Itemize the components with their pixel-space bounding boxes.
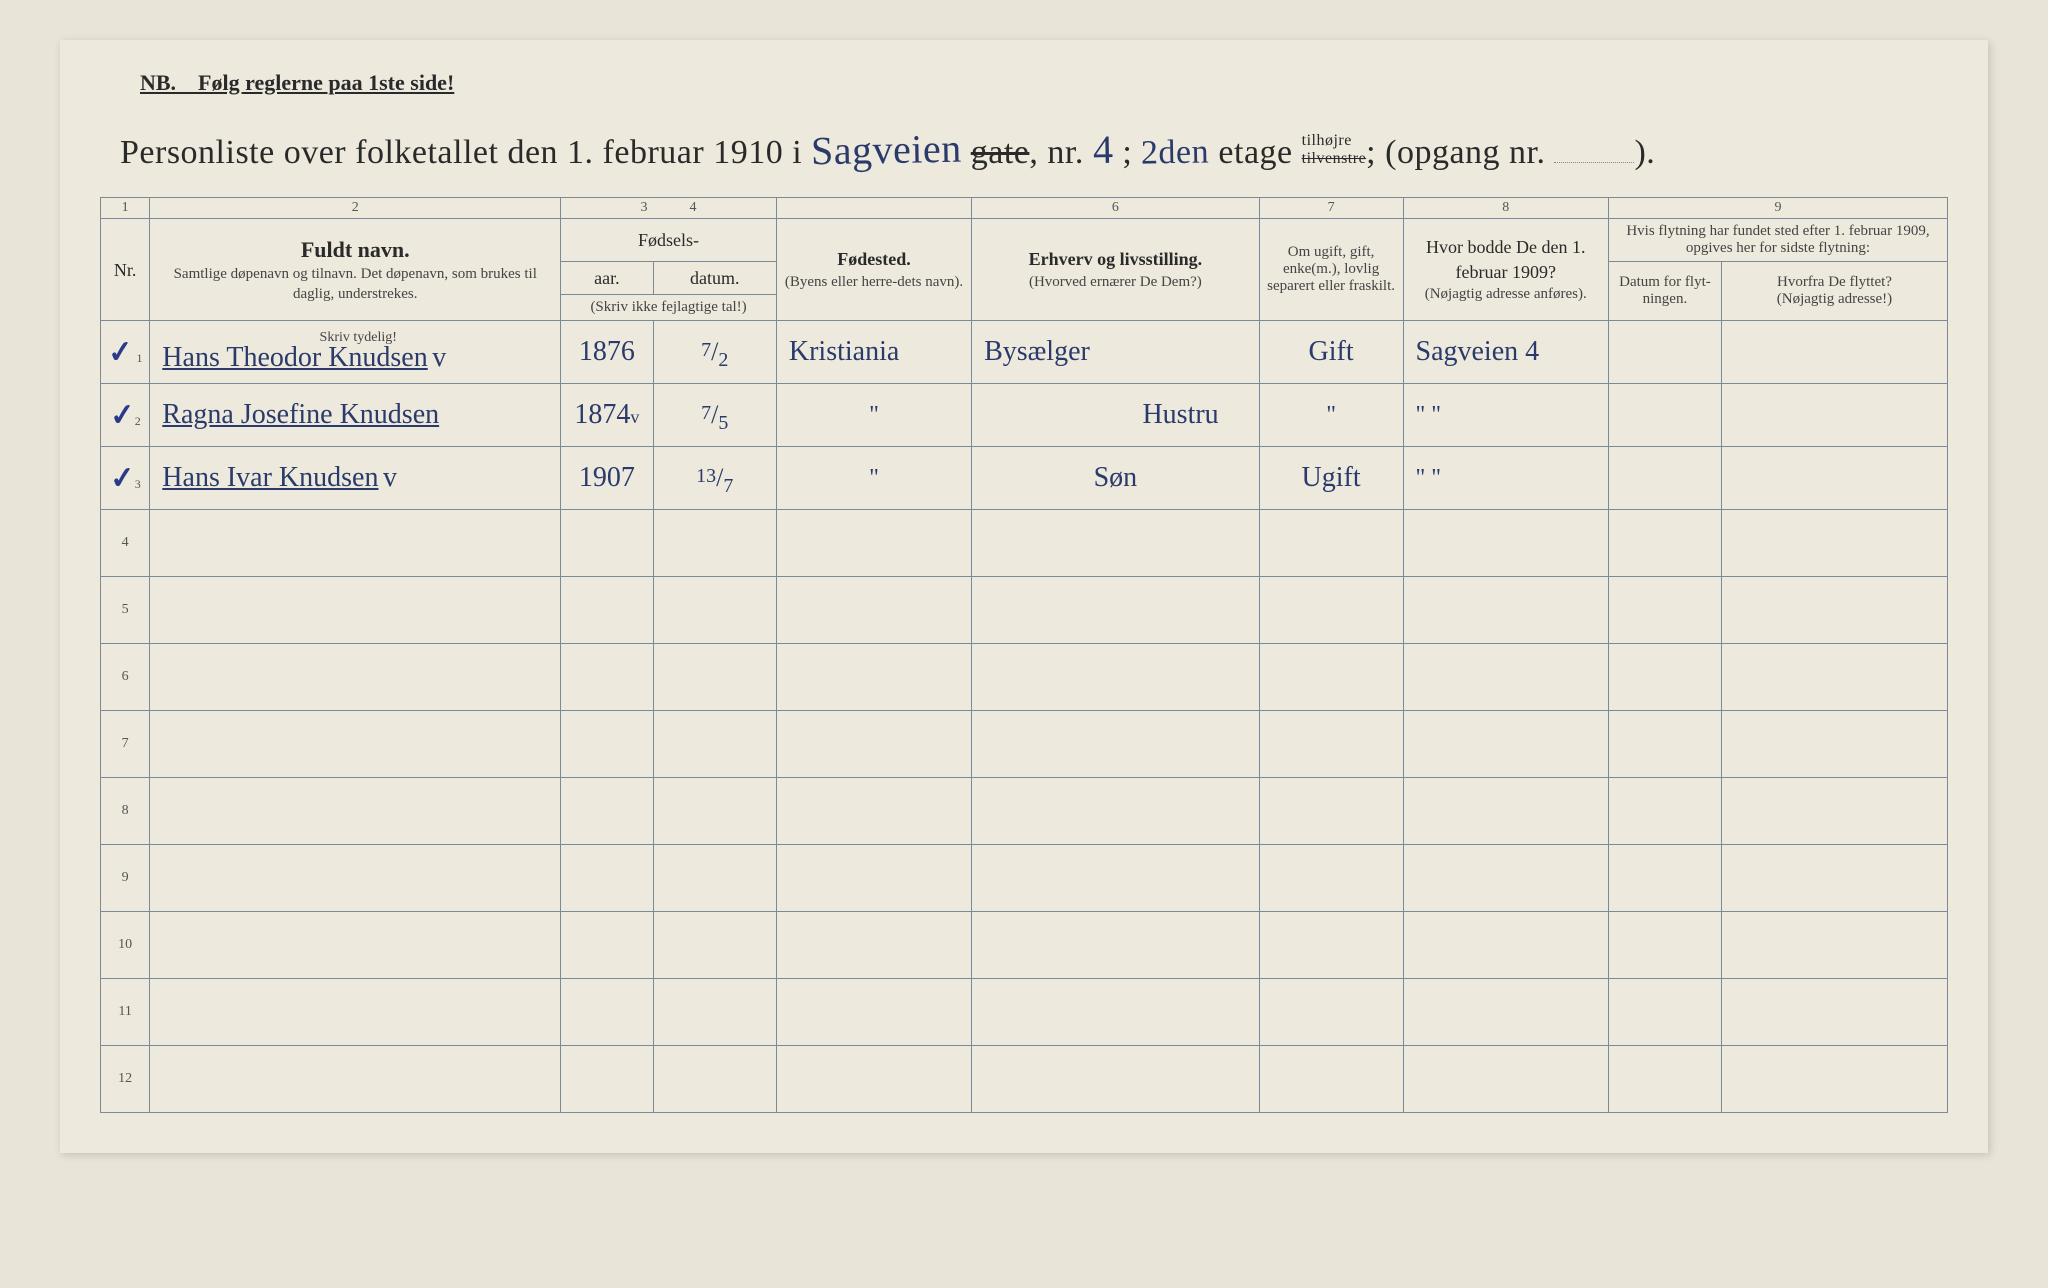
cell-year: 1876 [561,321,653,384]
colnum-row: 1 2 3 4 6 7 8 9 [101,198,1948,219]
colnum-8: 8 [1403,198,1608,219]
empty-row: 5 [101,577,1948,644]
nr-label: , nr. [1029,134,1083,171]
colnum-34: 3 4 [561,198,777,219]
hdr-date: datum. [653,262,776,295]
hdr-year-sub: (Skriv ikke fejlagtige tal!) [561,295,777,321]
colnum-2: 2 [150,198,561,219]
empty-row: 11 [101,979,1948,1046]
cell-birthplace: Kristiania [776,321,971,384]
semicolon: ; [1122,134,1132,171]
opgang-label: ; (opgang nr. [1366,134,1545,171]
hdr-nr: Nr. [101,219,150,321]
side-option: tilhøjre tilvenstre [1302,132,1367,167]
hdr-fodsels: Fødsels- [561,219,777,262]
empty-row: 6 [101,644,1948,711]
census-form-page: NB. Følg reglerne paa 1ste side! Personl… [60,40,1988,1153]
colnum-5 [776,198,971,219]
empty-row: 10 [101,912,1948,979]
empty-row: 12 [101,1046,1948,1113]
hdr-marital: Om ugift, gift, enke(m.), lovlig separer… [1259,219,1403,321]
cell-movedate [1608,321,1721,384]
empty-row: 4 [101,510,1948,577]
census-table: 1 2 3 4 6 7 8 9 Nr. Fuldt navn. Samtlige… [100,197,1948,1113]
hdr-move-top: Hvis flytning har fundet sted efter 1. f… [1608,219,1947,262]
title-line: Personliste over folketallet den 1. febr… [120,126,1948,173]
data-row-3: ✓3 Hans Ivar Knudsen v 1907 13/7 " Søn U… [101,447,1948,510]
colnum-6: 6 [972,198,1260,219]
title-prefix: Personliste over folketallet den 1. febr… [120,134,802,171]
empty-row: 7 [101,711,1948,778]
option-tilhojre: tilhøjre [1302,132,1352,149]
cell-date: 7/2 [653,321,776,384]
etage-label: etage [1218,134,1292,171]
empty-row: 8 [101,778,1948,845]
data-row-2: ✓2 Ragna Josefine Knudsen 1874v 7/5 " Hu… [101,384,1948,447]
cell-occupation: Bysælger [972,321,1260,384]
colnum-1: 1 [101,198,150,219]
hdr-move-date: Datum for flyt-ningen. [1608,262,1721,321]
cell-name: Skriv tydelig! Hans Theodor Knudsen v [150,321,561,384]
nb-heading: NB. Følg reglerne paa 1ste side! [140,70,1948,96]
hdr-addr1909: Hvor bodde De den 1. februar 1909? (Nøja… [1403,219,1608,321]
option-tilvenstre: tilvenstre [1302,150,1367,167]
house-nr-hand: 4 [1092,126,1113,173]
hdr-birthplace: Fødested. (Byens eller herre-dets navn). [776,219,971,321]
row-nr: ✓ 1 [101,321,150,384]
cell-marital: Gift [1259,321,1403,384]
gate-label-struck: gate [971,134,1030,171]
cell-movefrom [1721,321,1947,384]
hdr-name: Fuldt navn. Samtlige døpenavn og tilnavn… [150,219,561,321]
floor-hand: 2den [1141,133,1210,172]
data-row-1: ✓ 1 Skriv tydelig! Hans Theodor Knudsen … [101,321,1948,384]
colnum-9: 9 [1608,198,1947,219]
hdr-move-from: Hvorfra De flyttet? (Nøjagtig adresse!) [1721,262,1947,321]
hdr-year: aar. [561,262,653,295]
opgang-close: ). [1634,134,1655,171]
header-row-1: Nr. Fuldt navn. Samtlige døpenavn og til… [101,219,1948,262]
empty-row: 9 [101,845,1948,912]
hdr-occupation: Erhverv og livsstilling. (Hvorved ernære… [972,219,1260,321]
cell-addr: Sagveien 4 [1403,321,1608,384]
street-name-hand: Sagveien [811,125,962,175]
colnum-7: 7 [1259,198,1403,219]
